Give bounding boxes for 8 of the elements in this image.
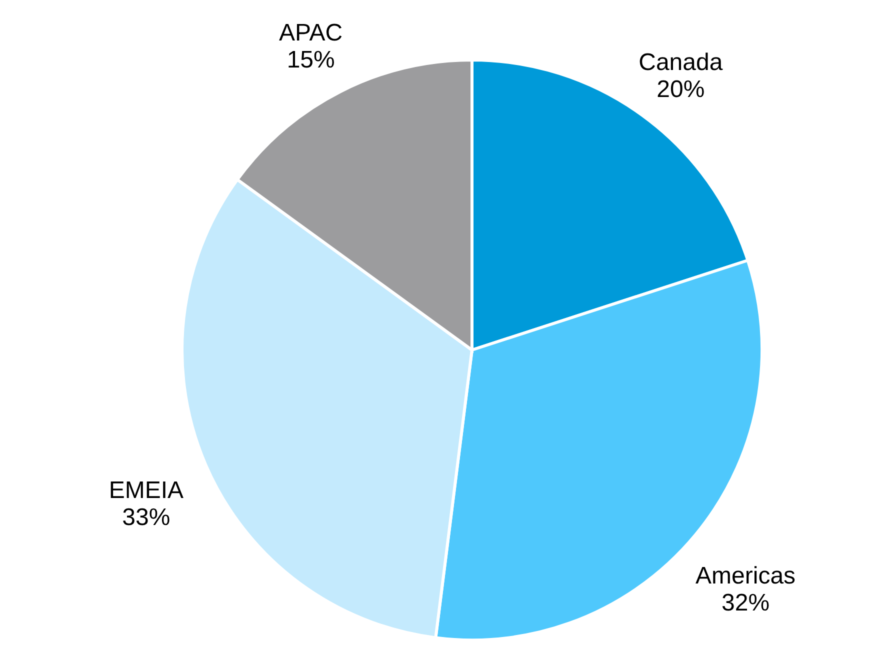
data-label: 33% bbox=[122, 504, 170, 531]
data-label: 20% bbox=[656, 76, 705, 103]
slice-label: Canada bbox=[638, 48, 724, 76]
slice-label: Americas bbox=[696, 562, 796, 590]
slice-label: EMEIA bbox=[108, 476, 184, 504]
data-label: 15% bbox=[286, 46, 335, 74]
slice-label: APAC bbox=[279, 20, 343, 47]
data-label: 32% bbox=[722, 589, 770, 616]
